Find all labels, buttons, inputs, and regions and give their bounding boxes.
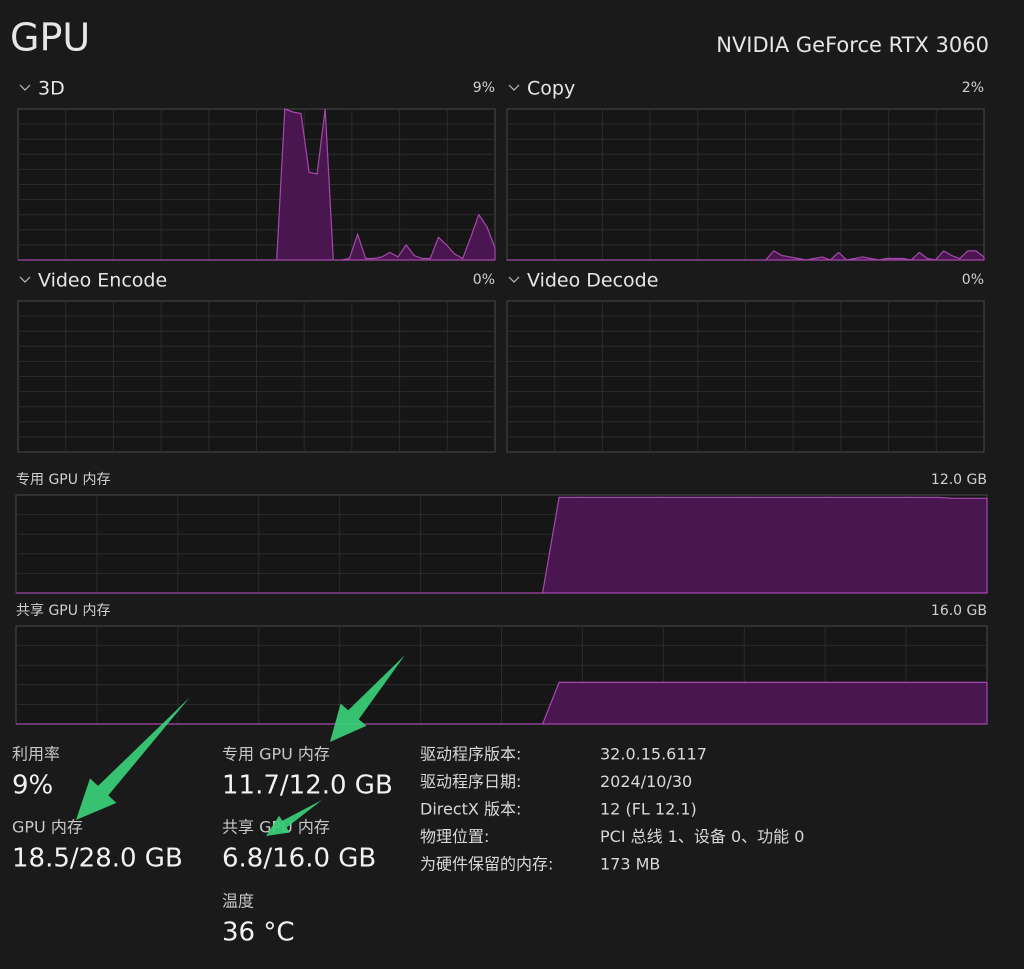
detail-value: 32.0.15.6117 [600, 745, 707, 764]
detail-label: 驱动程序日期: [420, 772, 521, 791]
graph-value: 2% [962, 80, 984, 96]
usage-area [16, 681, 988, 725]
graph-value: 16.0 GB [931, 603, 987, 619]
detail-label: DirectX 版本: [420, 800, 521, 819]
collapse-chevron[interactable] [508, 84, 520, 91]
stat-label: 温度 [222, 892, 254, 911]
stat-value: 6.8/16.0 GB [222, 844, 376, 874]
page-title: GPU [10, 16, 90, 60]
stat-label: 利用率 [12, 745, 60, 764]
detail-label: 为硬件保留的内存: [420, 855, 553, 874]
detail-value: 173 MB [600, 855, 660, 874]
annotation-arrow [76, 697, 190, 820]
detail-label: 驱动程序版本: [420, 745, 521, 764]
annotation-arrow [266, 800, 322, 836]
graph-value: 0% [962, 272, 984, 288]
detail-label: 物理位置: [420, 827, 489, 846]
collapse-chevron[interactable] [19, 276, 31, 283]
graph-label[interactable]: Copy [527, 78, 575, 100]
graph-value: 0% [473, 272, 495, 288]
stat-value: 9% [12, 771, 53, 801]
graph-label[interactable]: 3D [38, 78, 65, 100]
detail-value: 12 (FL 12.1) [600, 800, 697, 819]
stat-value: 36 °C [222, 918, 295, 948]
stat-value: 18.5/28.0 GB [12, 844, 183, 874]
stat-label: GPU 内存 [12, 818, 83, 837]
usage-area [16, 496, 988, 594]
stat-value: 11.7/12.0 GB [222, 771, 393, 801]
stat-label: 专用 GPU 内存 [222, 745, 330, 764]
graph-label[interactable]: Video Encode [38, 270, 167, 292]
detail-value: PCI 总线 1、设备 0、功能 0 [600, 827, 804, 846]
usage-area [18, 108, 496, 261]
device-name: NVIDIA GeForce RTX 3060 [716, 33, 989, 57]
collapse-chevron[interactable] [508, 276, 520, 283]
graph-label[interactable]: Video Decode [527, 270, 658, 292]
usage-area [507, 250, 985, 261]
collapse-chevron[interactable] [19, 84, 31, 91]
detail-value: 2024/10/30 [600, 772, 692, 791]
annotation-arrow [330, 655, 405, 742]
graph-value: 12.0 GB [931, 472, 987, 488]
graph-value: 9% [473, 80, 495, 96]
graph-label: 共享 GPU 内存 [16, 602, 110, 619]
graph-label: 专用 GPU 内存 [16, 472, 110, 488]
